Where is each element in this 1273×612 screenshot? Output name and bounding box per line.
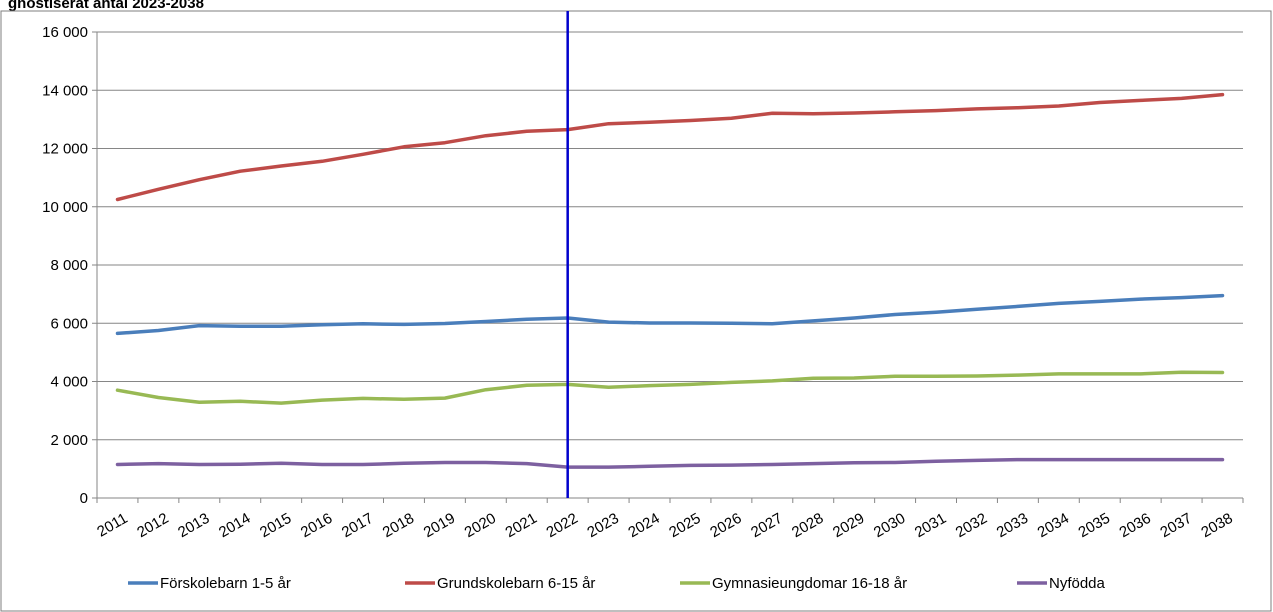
y-tick-label: 2 000: [50, 432, 88, 449]
y-tick-label: 10 000: [42, 199, 88, 216]
x-tick-label: 2011: [94, 510, 130, 541]
chart-border: [0, 10, 1272, 612]
x-tick-label: 2035: [1076, 510, 1113, 541]
x-tick-label: 2036: [1116, 510, 1153, 541]
y-tick-label: 12 000: [42, 141, 88, 158]
x-tick-label: 2014: [216, 510, 253, 541]
x-tick-label: 2038: [1198, 510, 1235, 541]
x-tick-label: 2025: [666, 510, 703, 541]
x-tick-label: 2013: [175, 510, 212, 541]
x-tick-label: 2012: [134, 510, 171, 541]
x-tick-label: 2032: [953, 510, 990, 541]
x-axis-ticks: 2011 2012 2013 2014 2015 2016 2017 2018 2019 2020…: [94, 498, 1244, 541]
x-tick-label: 2016: [298, 510, 335, 541]
grid-lines: [97, 31, 1243, 441]
x-tick-label: 2023: [584, 510, 621, 541]
series-line-2: [115, 370, 1225, 405]
x-tick-label: 2024: [625, 510, 662, 541]
y-tick-label: 4 000: [50, 374, 88, 391]
x-tick-label: 2029: [830, 510, 867, 541]
legend-label-1: Grundskolebarn 6-15 år: [437, 575, 595, 592]
x-tick-label: 2026: [707, 510, 744, 541]
x-tick-label: 2018: [380, 510, 417, 541]
x-tick-label: 2017: [339, 510, 376, 541]
y-tick-label: 0: [80, 490, 88, 507]
series-line-0: [115, 293, 1225, 336]
x-tick-label: 2027: [748, 510, 785, 541]
y-axis-ticks: 0 2 000 4 000 6 000 8 000 10 000 12 000 14 000 1…: [42, 24, 97, 507]
x-tick-label: 2028: [789, 510, 826, 541]
y-tick-label: 14 000: [42, 82, 88, 99]
x-tick-label: 2022: [543, 510, 580, 541]
x-tick-label: 2030: [871, 510, 908, 541]
x-tick-label: 2015: [257, 510, 294, 541]
x-tick-label: 2021: [503, 510, 540, 541]
x-tick-label: 2033: [994, 510, 1031, 541]
series-line-3: [115, 457, 1225, 469]
legend-label-0: Förskolebarn 1-5 år: [160, 575, 291, 592]
x-tick-label: 2019: [421, 510, 458, 541]
x-tick-label: 2031: [912, 510, 949, 541]
legend-label-3: Nyfödda: [1049, 575, 1106, 592]
y-tick-label: 6 000: [50, 315, 88, 332]
x-tick-label: 2034: [1035, 510, 1072, 541]
x-tick-label: 2037: [1157, 510, 1194, 541]
chart-title: gnostiserat antal 2023-2038: [8, 0, 204, 12]
series-line-1: [115, 92, 1225, 202]
series-lines: [115, 92, 1225, 469]
y-tick-label: 8 000: [50, 257, 88, 274]
legend-label-2: Gymnasieungdomar 16-18 år: [712, 575, 907, 592]
y-tick-label: 16 000: [42, 24, 88, 41]
legend: Förskolebarn 1-5 år Grundskolebarn 6-15 å…: [128, 575, 1106, 592]
x-tick-label: 2020: [462, 510, 499, 541]
